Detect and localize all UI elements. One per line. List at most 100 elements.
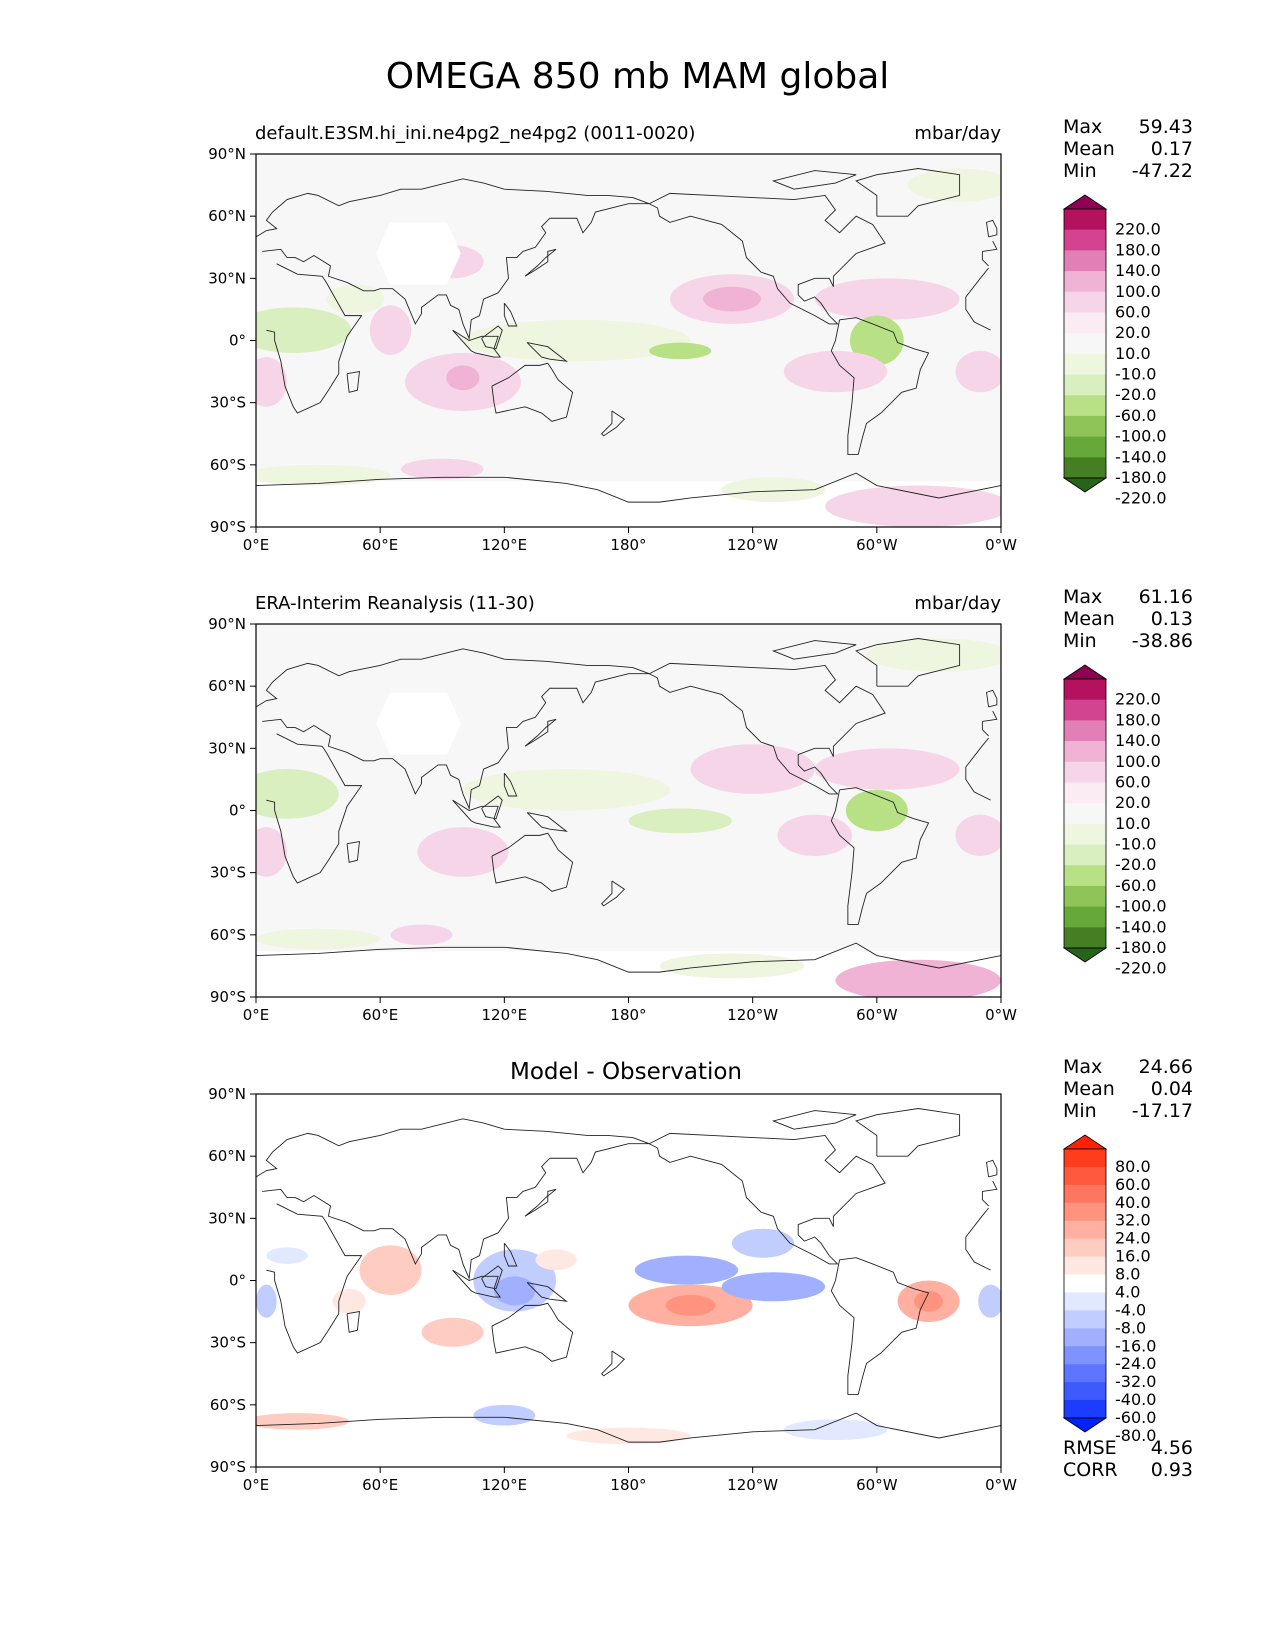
coastline-n-america: [648, 192, 886, 325]
contour-blob: [783, 350, 888, 393]
coastline-antarctica: [256, 472, 1001, 503]
colorbar-swatch: [1064, 1274, 1106, 1293]
colorbar-extend-max: [1062, 1134, 1108, 1150]
colorbar-swatch: [1064, 1238, 1106, 1258]
coastline-uk: [986, 1159, 998, 1178]
coastline-africa: [266, 263, 363, 414]
coastline-africa: [965, 1236, 991, 1271]
colorbar-swatch: [1064, 885, 1106, 908]
colorbar-label: 10.0: [1115, 344, 1151, 363]
stat-label: Max: [1063, 586, 1103, 608]
stat-mean: Mean 0.13: [1063, 608, 1193, 630]
contour-blob: [256, 1284, 277, 1318]
stat-value: 0.17: [1150, 138, 1193, 160]
stat-min: Min -47.22: [1063, 160, 1193, 182]
contour-blob: [703, 286, 761, 312]
contour-blob: [566, 1427, 691, 1445]
lat-tick-label: 30°S: [210, 864, 246, 882]
colorbar-label: 20.0: [1115, 323, 1151, 342]
stat-label: CORR: [1063, 1459, 1118, 1481]
coastline-africa: [965, 267, 989, 298]
contour-blob: [256, 769, 339, 819]
masked-region: [376, 692, 461, 755]
contour-blob: [446, 365, 480, 391]
colorbar-label: 20.0: [1115, 793, 1151, 812]
lon-tick-label: 120°W: [727, 1006, 778, 1024]
colorbar-swatch: [1064, 699, 1106, 721]
map-svg: 90°N 60°N 30°N 0° 30°S 60°S 90°S0°E 60°E 120°E 18…: [208, 1085, 1156, 1494]
lon-tick-label: 120°W: [727, 1476, 778, 1494]
coastlines: [256, 1108, 1001, 1443]
coastline-eurasia: [256, 178, 650, 341]
lon-tick-label: 0°W: [985, 536, 1017, 554]
stat-min: Min -17.17: [1063, 1100, 1193, 1122]
lon-tick-label: 180°: [610, 1476, 646, 1494]
colorbar-frame: [1063, 1148, 1107, 1419]
stat-label: Mean: [1063, 138, 1115, 160]
colorbar-label: 180.0: [1115, 240, 1161, 259]
colorbar-swatch: [1064, 333, 1106, 355]
contour-blob: [473, 1404, 536, 1426]
panel-model: default.E3SM.hi_ini.ne4pg2_ne4pg2 (0011-…: [0, 0, 1275, 554]
colorbar-label: -80.0: [1115, 1426, 1156, 1445]
lat-tick-label: 90°S: [210, 1458, 246, 1476]
colorbar-swatch: [1064, 1400, 1106, 1419]
lon-tick-label: 0°W: [985, 1476, 1017, 1494]
colorbar-swatch: [1064, 457, 1106, 479]
colorbar-label: -20.0: [1115, 855, 1156, 874]
colorbar-swatch: [1064, 229, 1106, 251]
colorbar-swatch: [1064, 1364, 1106, 1383]
map-plot-area: 90°N 60°N 30°N 0° 30°S 60°S 90°S0°E 60°E 120°E 18…: [208, 615, 1017, 1024]
colorbar-label: -8.0: [1115, 1318, 1146, 1337]
coastline-japan: [524, 248, 557, 277]
error-stats-box: RMSE 4.56 CORR 0.93: [1063, 1437, 1193, 1481]
contour-blob: [914, 1290, 944, 1312]
lat-tick-label: 90°S: [210, 988, 246, 1006]
contour-blob: [849, 315, 904, 366]
stat-label: Mean: [1063, 1078, 1115, 1100]
colorbar-swatch: [1064, 865, 1106, 887]
contour-layer: [256, 154, 1001, 527]
coastline-indonesia: [452, 799, 502, 828]
contour-blob: [690, 744, 815, 794]
stat-value: 4.56: [1150, 1437, 1193, 1459]
panel-observation: ERA-Interim Reanalysis (11-30) mbar/day …: [0, 470, 1275, 1024]
coastline-eurasia: [981, 1191, 989, 1207]
coastline-eurasia: [256, 1118, 650, 1281]
colorbar-swatch: [1064, 271, 1106, 293]
lat-tick-label: 60°N: [208, 677, 246, 695]
contour-layer: [256, 624, 1001, 997]
colorbar-swatch: [1064, 823, 1106, 846]
coastline-antarctica: [256, 1412, 1001, 1443]
panel-title-left: ERA-Interim Reanalysis (11-30): [255, 593, 535, 614]
lon-tick-label: 120°E: [482, 536, 528, 554]
colorbar-label: -10.0: [1115, 835, 1156, 854]
colorbar-swatch: [1064, 1310, 1106, 1329]
colorbar-label: 140.0: [1115, 261, 1161, 280]
coastline-africa: [965, 766, 991, 801]
coastline-uk: [986, 689, 998, 708]
contour-blob: [835, 959, 1001, 997]
stat-label: Min: [1063, 1100, 1097, 1122]
stat-value: -17.17: [1131, 1100, 1193, 1122]
contour-blob: [326, 284, 385, 314]
colorbar-label: 10.0: [1115, 814, 1151, 833]
stat-corr: CORR 0.93: [1063, 1459, 1193, 1481]
colorbar-swatch: [1064, 209, 1106, 231]
lat-tick-label: 30°N: [208, 739, 246, 757]
colorbar-swatch: [1064, 1149, 1106, 1168]
contour-blob: [266, 1247, 308, 1264]
colorbar-swatch: [1064, 679, 1106, 701]
coastline-new-guinea: [526, 812, 568, 832]
coastline-greenland: [855, 168, 961, 217]
contour-blob: [907, 168, 1001, 202]
contour-blob: [845, 789, 908, 832]
lat-tick-label: 30°N: [208, 269, 246, 287]
coastline-arctic-isl: [771, 170, 857, 190]
coastline-arctic-isl: [771, 1110, 857, 1130]
colorbar-label: -60.0: [1115, 1408, 1156, 1427]
colorbar-swatch: [1064, 291, 1106, 313]
contour-blob: [256, 307, 352, 353]
contour-blob: [649, 342, 712, 360]
